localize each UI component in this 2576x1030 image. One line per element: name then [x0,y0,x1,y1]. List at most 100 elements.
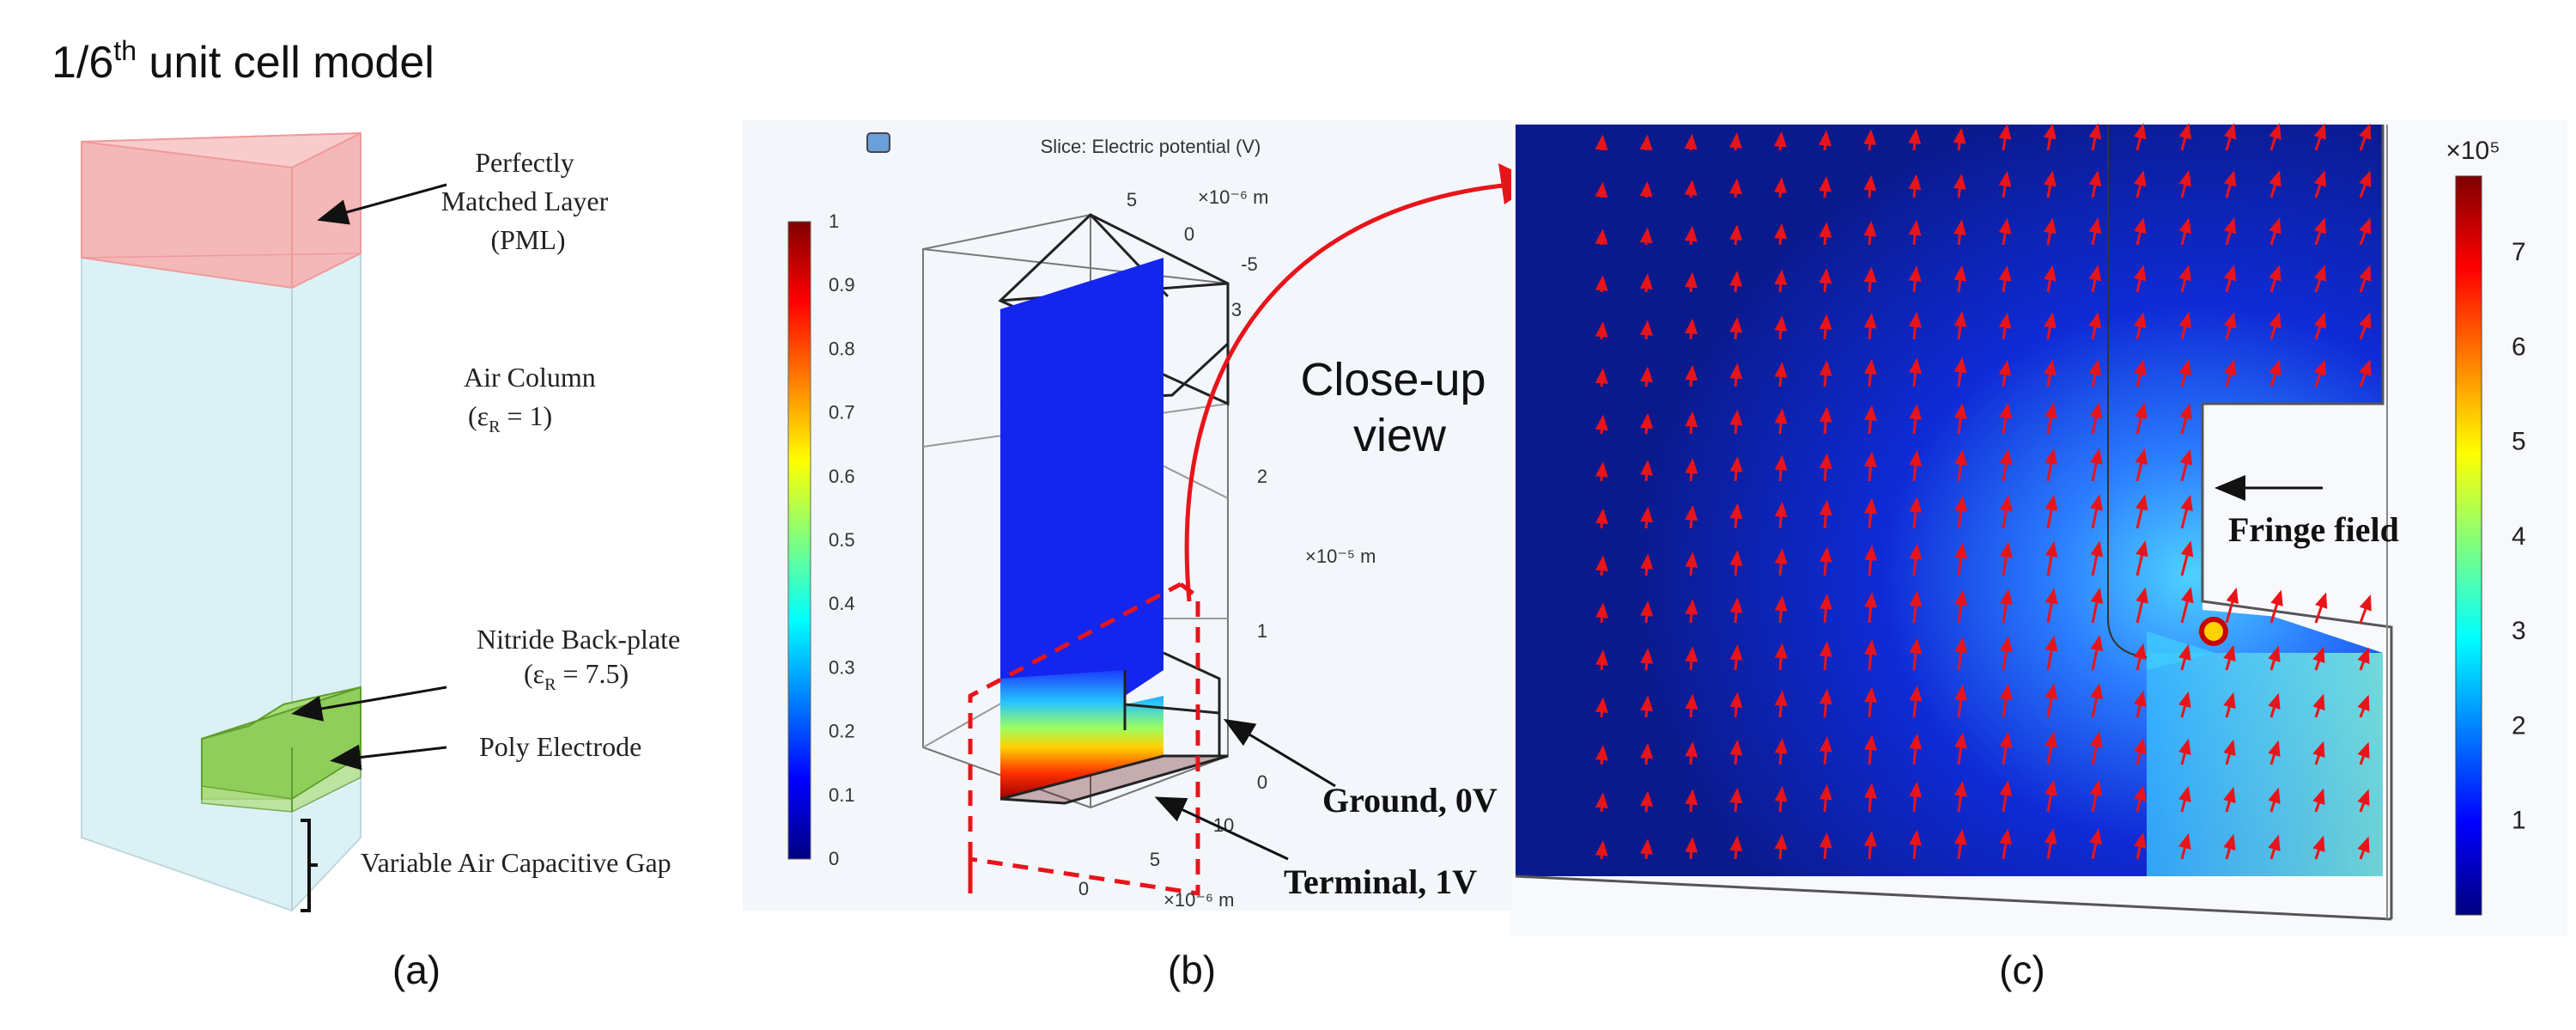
field-vector-arrow [2044,265,2057,293]
field-vector-arrow [1819,453,1832,482]
closeup-label: Close-up view [1300,354,1498,461]
field-vector-arrow [1864,734,1877,765]
bottom-axis-tick: 5 [1150,849,1160,870]
field-vector-arrow [1863,358,1877,387]
field-vector-arrow [2359,594,2372,624]
field-vector-arrow [1640,742,1654,765]
top-axis-tick: 0 [1184,223,1194,245]
gap-bracket [301,819,318,912]
field-vector-arrow [2090,635,2104,671]
field-vector-arrow [1999,541,2013,576]
field-vector-arrow [1685,364,1698,387]
field-vector-arrow [1819,222,1832,246]
field-vector-arrow [2134,217,2147,246]
field-vector-arrow [1773,131,1787,151]
field-vector-arrow [2044,779,2057,813]
fringe-hotspot [2199,617,2228,646]
colorbar-c-tick: 7 [2512,238,2526,266]
field-vector-arrow [2088,359,2102,387]
field-vector-arrow [1728,178,1742,198]
field-vector-arrow [2223,312,2237,340]
field-vector-arrow [2178,691,2191,718]
field-vector-arrow [1953,780,1967,813]
field-vector-arrow [2044,359,2057,387]
bottom-axis-unit: ×10⁻⁶ m [1163,889,1234,911]
field-vector-arrow [2359,359,2372,387]
field-vector-arrow [2179,403,2192,435]
field-vector-arrow [2357,836,2370,860]
field-vector-arrow [2044,402,2057,435]
field-vector-arrow [1728,132,1742,151]
field-vector-arrow [1774,833,1788,860]
field-vector-arrow [1819,130,1832,151]
field-vector-arrow [1640,366,1653,387]
field-vector-arrow [1998,265,2012,293]
z-axis-tick: 3 [1231,299,1242,320]
field-vector-arrow [1595,229,1608,246]
field-vector-arrow [1684,225,1698,246]
field-vector-arrow [1595,697,1608,718]
plot-title-b: Slice: Electric potential (V) [1041,136,1261,157]
z-axis-unit: ×10⁻⁵ m [1305,545,1376,567]
field-vector-arrow [2269,359,2281,387]
field-vector-arrow [1999,731,2013,765]
field-vector-arrow [1774,501,1788,529]
field-vector-arrow [2090,731,2103,765]
field-vector-arrow [1685,789,1698,813]
field-vector-arrow [2269,589,2283,624]
field-vector-arrow [1909,590,1923,624]
field-vector-arrow [1909,357,1923,387]
caption-a: (a) [392,948,440,992]
field-vector-arrow [1954,637,1968,671]
field-vector-arrow [1909,637,1923,671]
field-vector-arrow [1909,497,1923,529]
field-vector-arrow [1953,265,1967,293]
field-vector-arrow [1595,602,1608,624]
field-vector-arrow [1999,636,2013,671]
terminal-label: Terminal, 1V [1284,862,1477,901]
field-vector-arrow [2269,265,2281,293]
field-vector-arrow [2044,828,2057,860]
field-vector-arrow [2312,741,2325,765]
field-vector-arrow [1684,133,1698,151]
field-vector-arrow [2178,832,2191,860]
field-vector-arrow [1819,688,1832,718]
field-vector-arrow [1863,266,1877,293]
field-vector-arrow [1729,550,1743,576]
field-vector-arrow [2357,741,2370,765]
field-vector-arrow [1774,690,1788,718]
field-vector-arrow [1639,273,1653,293]
notch-gap [2202,404,2391,627]
field-vector-arrow [2178,217,2192,246]
field-vector-arrow [1729,644,1743,671]
field-vector-arrow [1908,174,1922,198]
field-vector-arrow [1774,643,1788,671]
field-vector-arrow [2313,217,2327,246]
field-vector-arrow [1909,404,1923,435]
field-vector-arrow [1685,411,1698,435]
field-vector-arrow [2044,731,2058,765]
field-vector-arrow [1639,134,1653,151]
field-vector-arrow [2044,635,2058,671]
top-axis-ticks: 5 0 -5 [1127,189,1258,275]
field-vector-arrow [2223,833,2236,860]
field-vector-arrow [2313,170,2327,198]
field-vector-arrow [1819,641,1832,671]
field-vector-arrow [1953,357,1967,387]
field-vector-arrow [2044,540,2058,576]
field-vector-arrow [1595,649,1608,671]
field-vector-arrow [1639,320,1653,340]
field-vector-arrow [1864,545,1878,576]
field-vector-arrow [1819,783,1832,813]
field-vector-arrow [2268,692,2281,718]
field-vector-arrow [2044,494,2058,529]
field-vector-arrow [2269,123,2281,151]
field-vector-arrow [2136,587,2148,624]
field-vector-arrow [1595,181,1608,198]
field-vector-arrow [1640,790,1654,813]
field-vector-arrow [2179,448,2193,482]
field-vector-arrow [1819,832,1832,860]
field-vector-arrow [2044,588,2058,624]
field-vector-arrow [2359,170,2372,198]
field-vector-arrow [1953,174,1966,198]
